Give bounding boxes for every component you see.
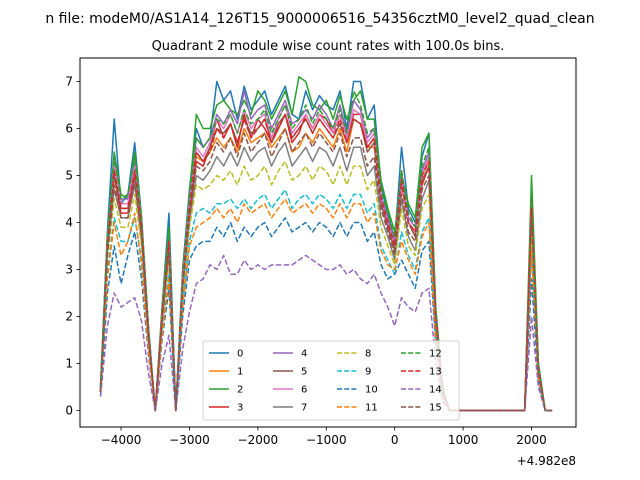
y-tick-label: 1: [65, 357, 73, 371]
series-line-15: [99, 127, 553, 412]
chart-suptitle: n file: modeM0/AS1A14_126T15_9000006516_…: [45, 11, 594, 27]
legend-label-15: 15: [429, 403, 442, 414]
x-tick-label: 2000: [516, 433, 547, 447]
y-tick-label: 7: [65, 75, 73, 89]
legend-label-6: 6: [301, 385, 307, 396]
legend-label-12: 12: [429, 349, 442, 360]
series-layer: [99, 76, 553, 412]
x-tick-label: −3000: [169, 433, 210, 447]
legend-label-14: 14: [429, 385, 442, 396]
x-tick-label: −4000: [101, 433, 142, 447]
legend-label-8: 8: [365, 349, 371, 360]
y-tick-label: 3: [65, 263, 73, 277]
x-tick-label: 0: [391, 433, 399, 447]
y-tick-label: 5: [65, 169, 73, 183]
plot-frame: [79, 57, 577, 428]
chart-title: Quadrant 2 module wise count rates with …: [152, 39, 505, 54]
x-tick-label: 1000: [448, 433, 479, 447]
legend-label-1: 1: [237, 367, 243, 378]
y-tick-label: 4: [65, 216, 73, 230]
x-tick-label: −2000: [238, 433, 279, 447]
legend-label-5: 5: [301, 367, 307, 378]
y-tick-label: 0: [65, 404, 73, 418]
legend-label-2: 2: [237, 385, 243, 396]
y-tick-label: 2: [65, 310, 73, 324]
legend-label-4: 4: [301, 349, 307, 360]
x-tick-label: −1000: [306, 433, 347, 447]
legend-label-0: 0: [237, 349, 243, 360]
legend-label-9: 9: [365, 367, 371, 378]
series-line-13: [99, 113, 553, 412]
legend-label-13: 13: [429, 367, 442, 378]
x-axis: −4000 −3000 −2000 −1000 0 1000 2000: [101, 427, 547, 447]
y-axis: 0 1 2 3 4 5 6 7: [65, 75, 80, 418]
legend-box: [202, 340, 460, 421]
legend-label-10: 10: [365, 385, 378, 396]
legend-label-3: 3: [237, 403, 243, 414]
legend-label-11: 11: [365, 403, 378, 414]
series-line-11: [99, 198, 553, 412]
y-tick-label: 6: [65, 122, 73, 136]
x-offset-label: +4.982e8: [517, 454, 576, 468]
legend-label-7: 7: [301, 403, 307, 414]
